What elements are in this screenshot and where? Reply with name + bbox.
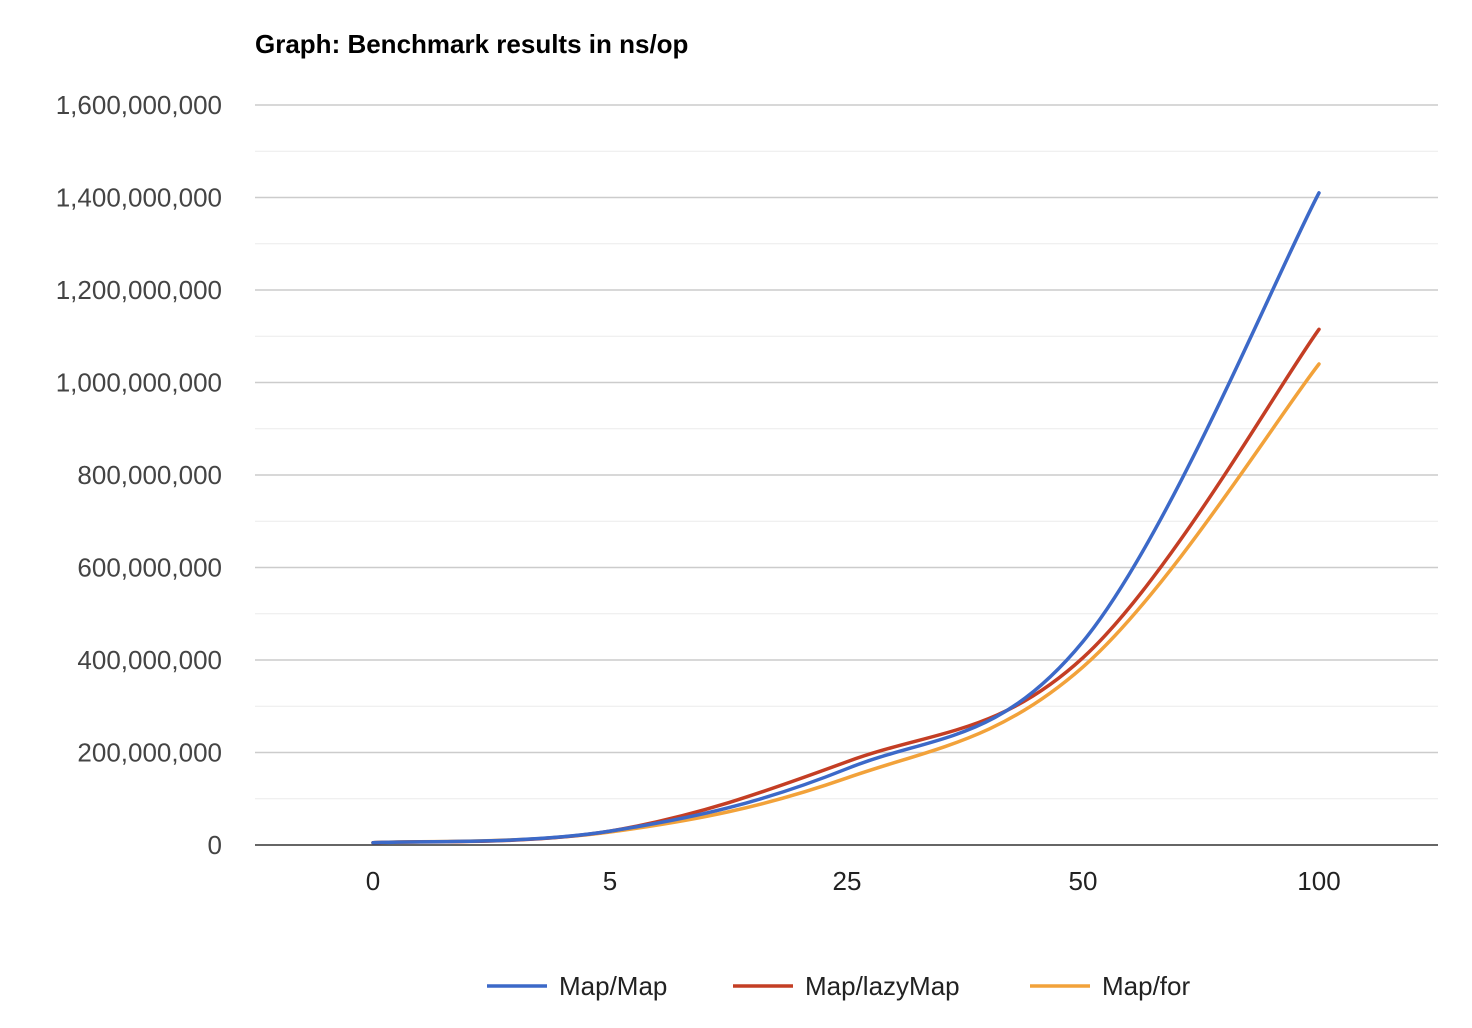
x-tick-label: 0 <box>366 866 380 896</box>
y-tick-label: 1,200,000,000 <box>56 275 222 305</box>
gridlines <box>255 104 1438 800</box>
legend-label: Map/for <box>1102 971 1190 1001</box>
y-tick-label: 400,000,000 <box>77 645 222 675</box>
x-tick-label: 50 <box>1069 866 1098 896</box>
series-line-map-map <box>371 191 1321 845</box>
series-lines <box>371 191 1321 845</box>
chart-title: Graph: Benchmark results in ns/op <box>255 29 688 59</box>
y-axis-ticks: 0 200,000,000 400,000,000 600,000,000 800,00… <box>56 90 222 860</box>
legend-label: Map/lazyMap <box>805 971 960 1001</box>
x-tick-label: 25 <box>833 866 862 896</box>
y-tick-label: 1,600,000,000 <box>56 90 222 120</box>
y-tick-label: 200,000,000 <box>77 738 222 768</box>
series-line-map-lazymap <box>371 327 1321 845</box>
x-tick-label: 5 <box>603 866 617 896</box>
x-axis-ticks: 0 5 25 50 100 <box>366 866 1341 896</box>
y-tick-label: 600,000,000 <box>77 553 222 583</box>
legend: Map/Map Map/lazyMap Map/for <box>487 971 1190 1001</box>
legend-label: Map/Map <box>559 971 667 1001</box>
y-tick-label: 800,000,000 <box>77 460 222 490</box>
y-tick-label: 0 <box>208 830 222 860</box>
y-tick-label: 1,400,000,000 <box>56 183 222 213</box>
y-tick-label: 1,000,000,000 <box>56 368 222 398</box>
x-tick-label: 100 <box>1297 866 1340 896</box>
